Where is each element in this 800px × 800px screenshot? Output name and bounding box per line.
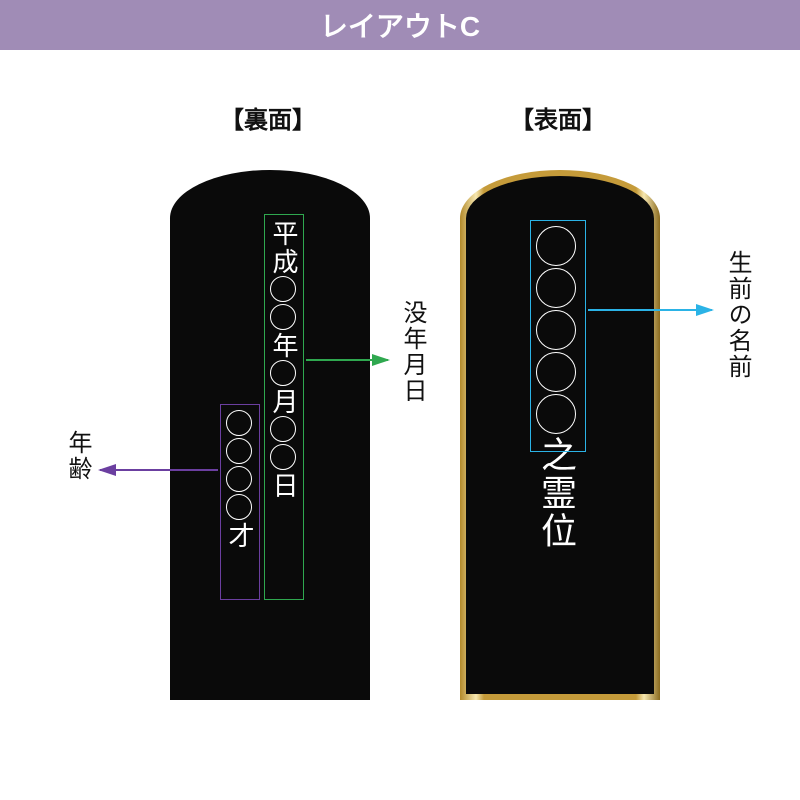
label-life-name: 生前の名前 <box>720 250 755 380</box>
date-highlight-box <box>264 214 304 600</box>
stage: 【裏面】 【表面】 平成年月日 才 之霊位 年齢 没年月日 生前の名前 <box>0 50 800 800</box>
age-highlight-box <box>220 404 260 600</box>
header-title: レイアウトC <box>320 5 480 45</box>
front-section-title: 【表面】 <box>510 100 606 135</box>
annotation-arrows <box>0 50 800 800</box>
label-age: 年齢 <box>60 430 95 482</box>
tablet-front: 之霊位 <box>460 170 660 700</box>
name-highlight-box <box>530 220 586 452</box>
tablet-front-inner: 之霊位 <box>466 176 654 694</box>
label-death-date: 没年月日 <box>395 300 430 404</box>
tablet-back: 平成年月日 才 <box>170 170 370 700</box>
header-band: レイアウトC <box>0 0 800 50</box>
back-section-title: 【裏面】 <box>220 100 316 135</box>
